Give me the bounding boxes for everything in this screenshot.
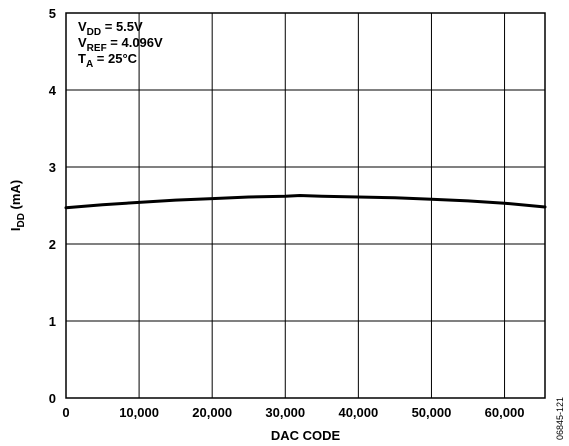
y-tick-label: 0 bbox=[49, 391, 56, 406]
condition-line: VREF = 4.096V bbox=[78, 35, 163, 54]
condition-line: TA = 25°C bbox=[78, 51, 138, 70]
plot-frame bbox=[65, 12, 546, 399]
y-axis-title: IDD (mA) bbox=[8, 180, 27, 231]
y-tick-label: 2 bbox=[49, 237, 56, 252]
y-tick-label: 4 bbox=[49, 83, 57, 98]
x-tick-labels: 0 10,000 20,000 30,000 40,000 50,000 60,000 bbox=[62, 405, 524, 420]
y-tick-label: 5 bbox=[49, 6, 56, 21]
x-axis-title: DAC CODE bbox=[271, 428, 341, 443]
x-tick-label: 0 bbox=[62, 405, 69, 420]
y-tick-label: 1 bbox=[49, 314, 56, 329]
x-tick-label: 20,000 bbox=[192, 405, 232, 420]
grid bbox=[66, 13, 545, 398]
x-tick-label: 40,000 bbox=[338, 405, 378, 420]
y-tick-label: 3 bbox=[49, 160, 56, 175]
x-tick-label: 10,000 bbox=[119, 405, 159, 420]
x-tick-label: 30,000 bbox=[265, 405, 305, 420]
x-tick-label: 60,000 bbox=[485, 405, 525, 420]
series-line-idd bbox=[64, 194, 547, 210]
y-tick-labels: 0 1 2 3 4 5 bbox=[49, 6, 57, 406]
x-tick-label: 50,000 bbox=[412, 405, 452, 420]
condition-line: VDD = 5.5V bbox=[78, 19, 143, 38]
figure-id: 06845-121 bbox=[555, 397, 565, 440]
series-layer bbox=[64, 194, 547, 210]
